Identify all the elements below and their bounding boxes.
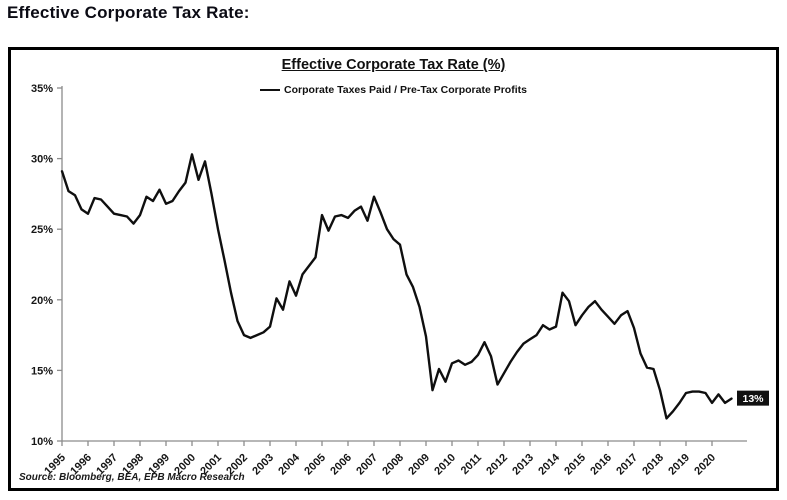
x-tick-label: 2018 [640, 452, 666, 478]
last-value-label: 13% [737, 390, 769, 406]
axes [61, 86, 747, 442]
x-tick-label: 2004 [276, 451, 302, 477]
x-tick-label: 2013 [510, 452, 536, 478]
source-note: Source: Bloomberg, BEA, EPB Macro Resear… [19, 472, 245, 483]
y-axis: 10% 15% 20% 25% 30% 35% [31, 83, 62, 448]
x-tick-label: 2017 [614, 452, 640, 478]
y-tick-label: 10% [31, 436, 53, 448]
x-tick-label: 2005 [302, 452, 328, 478]
chart-title: Effective Corporate Tax Rate (%) [281, 57, 506, 73]
x-tick-label: 2020 [692, 452, 718, 478]
line-chart: 10%15%20%25%30%35%1995 1996 1997 1998 1999 20… [31, 83, 769, 478]
x-tick-label: 2019 [666, 452, 692, 478]
chart-panel: 10% 15% 20% 25% 30% 35% 1995 1996 1997 1998 1999 20… [8, 47, 779, 491]
last-value-text: 13% [742, 393, 764, 405]
y-tick-label: 25% [31, 224, 53, 236]
x-tick-label: 2012 [484, 452, 510, 478]
y-tick-label: 15% [31, 365, 53, 377]
x-tick-label: 2009 [406, 452, 432, 478]
y-tick-label: 20% [31, 295, 53, 307]
x-tick-label: 2010 [432, 452, 458, 478]
page-title: Effective Corporate Tax Rate: [7, 3, 250, 22]
tax-rate-line [60, 153, 733, 420]
x-tick-label: 2011 [459, 452, 484, 477]
x-tick-label: 2003 [250, 452, 276, 478]
x-tick-label: 2016 [588, 452, 614, 478]
x-tick-label: 2008 [380, 452, 406, 478]
x-tick-label: 2015 [562, 452, 588, 478]
x-tick-label: 2014 [536, 451, 562, 477]
y-tick-label: 35% [31, 83, 53, 95]
x-tick-label: 2006 [328, 452, 354, 478]
x-tick-label: 2007 [354, 452, 380, 478]
y-tick-label: 30% [31, 154, 53, 166]
